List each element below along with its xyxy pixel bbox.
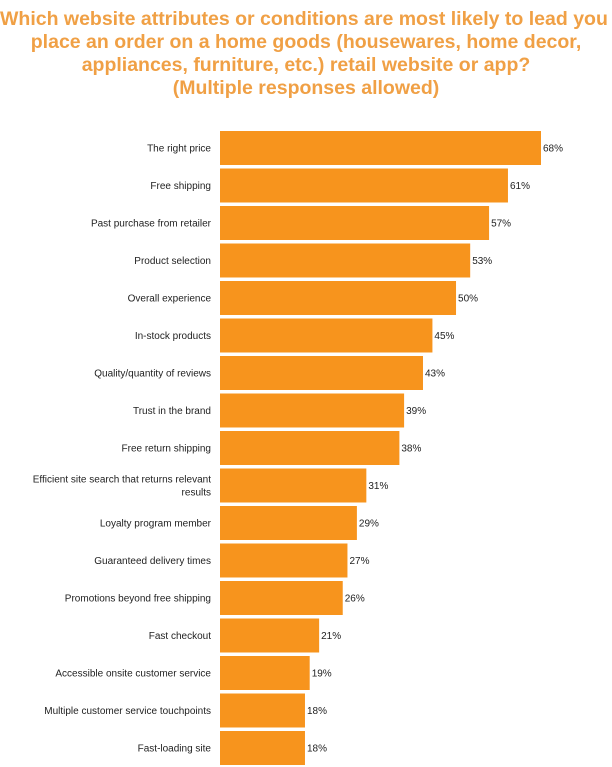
bar (220, 656, 310, 690)
bar (220, 168, 508, 203)
title-line-2: place an order on a home goods (housewar… (30, 31, 582, 53)
title-line-4: (Multiple responses allowed) (172, 77, 440, 99)
value-label: 43% (425, 369, 445, 380)
value-label: 61% (510, 181, 530, 192)
bar (220, 356, 423, 390)
category-label: Free shipping (150, 181, 211, 192)
category-label: In-stock products (135, 331, 211, 342)
chart-title: Which website attributes or conditions a… (0, 8, 612, 100)
value-label: 18% (307, 706, 327, 717)
category-label: Product selection (134, 256, 211, 267)
category-label: Fast-loading site (138, 744, 212, 755)
value-label: 29% (359, 519, 379, 530)
category-label: Free return shipping (122, 444, 212, 455)
category-label: Loyalty program member (100, 519, 212, 530)
value-label: 26% (345, 594, 365, 605)
bar (220, 618, 320, 653)
value-label: 53% (472, 256, 492, 267)
title-line-3: appliances, furniture, etc.) retail webs… (81, 54, 531, 76)
value-label: 19% (312, 669, 332, 680)
bar (220, 243, 471, 278)
category-label: Quality/quantity of reviews (94, 369, 211, 380)
value-label: 45% (434, 331, 454, 342)
bar (220, 468, 367, 503)
category-label: Guaranteed delivery times (94, 556, 211, 567)
category-label: Fast checkout (149, 631, 211, 642)
bar (220, 393, 405, 428)
value-label: 38% (401, 444, 421, 455)
bar (220, 581, 343, 615)
value-label: 21% (321, 631, 341, 642)
category-label: Multiple customer service touchpoints (44, 706, 211, 717)
bar (220, 731, 305, 765)
bar (220, 318, 433, 353)
value-label: 57% (491, 219, 511, 230)
category-label: Accessible onsite customer service (55, 669, 211, 680)
title-line-1: Which website attributes or conditions a… (0, 8, 612, 30)
value-label: 68% (543, 144, 563, 155)
category-label: Past purchase from retailer (91, 219, 212, 230)
value-label: 27% (349, 556, 369, 567)
category-label: Trust in the brand (133, 406, 211, 417)
value-label: 50% (458, 294, 478, 305)
category-label: The right price (147, 144, 211, 155)
bar (220, 693, 305, 728)
value-label: 31% (368, 481, 388, 492)
bar (220, 131, 541, 165)
bar (220, 206, 490, 240)
bar (220, 543, 348, 578)
bar (220, 506, 357, 540)
category-label: Efficient site search that returns relev… (33, 475, 211, 499)
value-label: 18% (307, 744, 327, 755)
category-label: Overall experience (128, 294, 212, 305)
bar (220, 431, 400, 465)
category-label: Promotions beyond free shipping (65, 594, 211, 605)
bar (220, 281, 457, 315)
value-label: 39% (406, 406, 426, 417)
